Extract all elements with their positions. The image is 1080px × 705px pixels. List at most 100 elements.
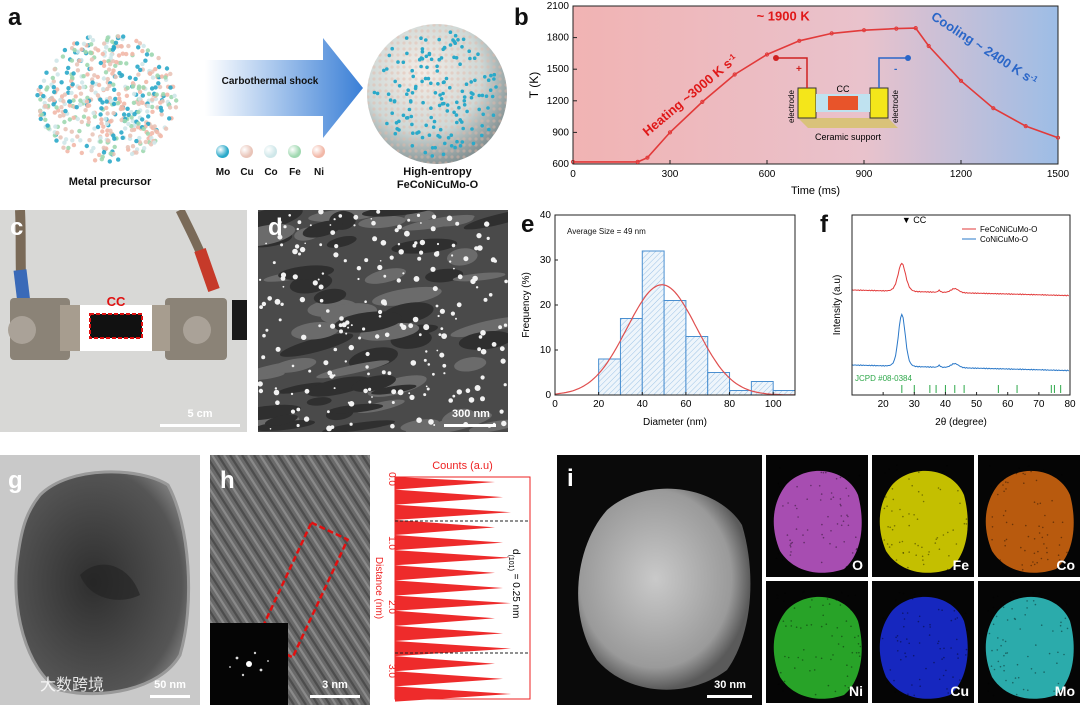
precursor-atom: [72, 47, 77, 53]
precursor-atom: [114, 59, 119, 65]
eds-map-noise: [948, 555, 950, 557]
eds-map-noise: [847, 495, 850, 497]
precursor-atom: [115, 101, 121, 106]
sem-particle: [298, 252, 301, 256]
eds-map-noise: [777, 482, 779, 485]
sphere-atom: [423, 76, 428, 81]
eds-map-noise: [888, 468, 890, 470]
sphere-atom: [411, 74, 415, 79]
eds-map-noise: [1015, 693, 1018, 696]
sphere-atom: [442, 80, 446, 84]
sem-flake: [458, 330, 508, 350]
sphere-atom: [468, 56, 472, 61]
scale-bar-c: [160, 424, 240, 427]
sphere-atom: [476, 52, 480, 56]
eds-map-noise: [895, 559, 898, 561]
eds-map-noise: [902, 612, 904, 614]
eds-map-noise: [987, 690, 990, 692]
sem-particle: [468, 397, 475, 403]
sem-particle: [423, 358, 427, 362]
eds-map-noise: [1027, 465, 1030, 467]
sphere-atom: [410, 91, 415, 95]
scale-bar-i: [707, 695, 752, 698]
precursor-atom: [115, 44, 121, 49]
precursor-atom: [160, 99, 165, 104]
temperature-point: [991, 106, 996, 111]
sem-particle: [436, 242, 440, 246]
sem-particle: [442, 363, 447, 368]
positive-wire: [778, 57, 808, 88]
sphere-atom: [487, 127, 491, 132]
eds-map-noise: [1020, 546, 1022, 549]
sem-particle: [299, 296, 306, 303]
sem-particle: [378, 315, 382, 318]
precursor-atom: [142, 146, 147, 151]
eds-map-noise: [1002, 484, 1004, 486]
eds-map-noise: [999, 559, 1001, 561]
d-spacing-label: d(101) = 0.25 nm: [508, 549, 522, 618]
sphere-atom: [431, 125, 436, 129]
panel-letter-c: c: [10, 214, 24, 241]
sem-particle: [432, 372, 435, 376]
sem-particle: [327, 370, 333, 376]
sphere-atom: [441, 152, 446, 157]
precursor-atom: [101, 150, 107, 155]
eds-map-noise: [822, 604, 824, 607]
eds-map-noise: [793, 607, 796, 609]
sem-particle: [389, 255, 394, 260]
eds-map-noise: [785, 481, 788, 484]
sem-particle: [318, 210, 324, 215]
eds-map-noise: [1069, 491, 1071, 494]
eds-map-noise: [1058, 544, 1061, 546]
sphere-atom: [462, 103, 467, 107]
eds-map-noise: [821, 523, 823, 526]
precursor-atom: [98, 60, 104, 66]
precursor-atom: [145, 109, 150, 114]
precursor-atom: [149, 52, 154, 57]
precursor-atom: [86, 103, 92, 108]
eds-map-noise: [1027, 655, 1029, 658]
lattice-fringe: [210, 487, 349, 705]
precursor-atom: [91, 145, 96, 151]
precursor-atom: [89, 42, 94, 47]
panel-letter-g: g: [8, 467, 23, 494]
sem-particle: [265, 328, 269, 332]
eds-map-noise: [1060, 536, 1063, 539]
x-tick-label: 70: [1033, 399, 1045, 410]
y-axis-label: T (K): [527, 72, 541, 98]
lattice-fringe: [241, 455, 370, 658]
sphere-atom: [421, 100, 425, 105]
sem-particle: [433, 424, 436, 426]
sem-flake: [316, 360, 390, 379]
precursor-atom: [108, 151, 113, 156]
sem-particle: [321, 272, 325, 275]
eds-map-noise: [1002, 569, 1004, 571]
sphere-atom: [473, 78, 477, 83]
temperature-point: [913, 26, 918, 31]
eds-map-noise: [777, 683, 780, 685]
sem-particle: [333, 218, 336, 221]
legend-dot-co: [264, 145, 277, 158]
eds-map-noise: [1024, 549, 1026, 552]
precursor-atom: [98, 135, 103, 141]
precursor-atom: [85, 62, 90, 68]
sem-particle: [274, 298, 281, 305]
precursor-atom: [66, 65, 71, 71]
precursor-atom: [111, 82, 116, 87]
precursor-atom: [57, 113, 63, 119]
sem-particle: [402, 272, 405, 275]
precursor-atom: [129, 151, 135, 157]
sphere-atom: [483, 75, 487, 79]
eds-map-noise: [1046, 534, 1049, 536]
temperature-point: [1023, 124, 1028, 129]
eds-map-noise: [1066, 627, 1069, 630]
precursor-atom: [77, 85, 82, 90]
eds-map-noise: [908, 642, 910, 645]
panel-letter-b: b: [514, 4, 529, 31]
sem-particle: [436, 349, 439, 352]
device-photo: [8, 210, 247, 360]
sem-particle: [441, 333, 447, 339]
eds-map-noise: [802, 591, 804, 594]
eds-map-noise: [797, 656, 799, 659]
sphere-atom: [438, 127, 443, 132]
